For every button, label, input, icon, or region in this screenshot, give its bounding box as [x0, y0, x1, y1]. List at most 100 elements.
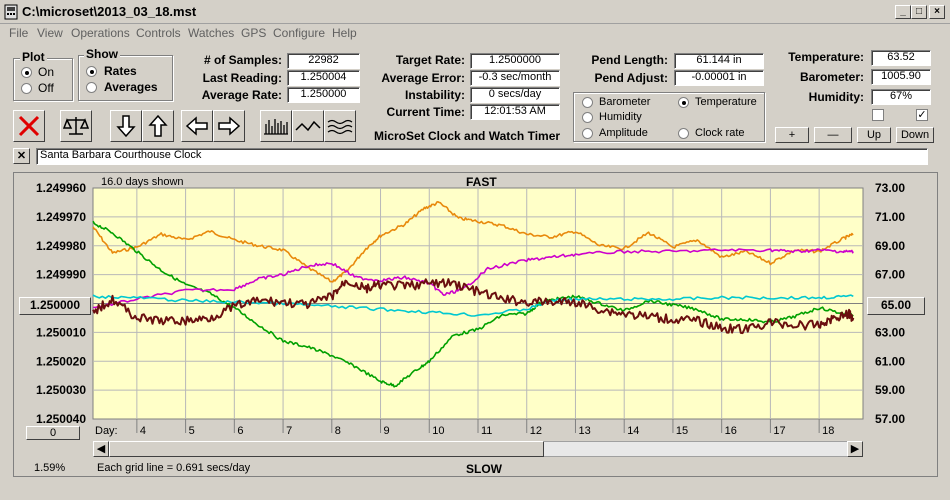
x-tick-label: 12	[530, 425, 542, 437]
humidity-radio[interactable]	[582, 112, 593, 123]
show-rates-radio[interactable]	[86, 66, 97, 77]
pend-length-field: 61.144 in	[674, 53, 764, 69]
app-icon	[4, 4, 18, 20]
option-checkbox-2[interactable]: ✓	[916, 109, 928, 121]
humidity-option: Humidity	[599, 111, 642, 123]
window-title: C:\microset\2013_03_18.mst	[22, 4, 197, 19]
pend-adjust-field: -0.00001 in	[674, 70, 764, 86]
temperature-radio[interactable]	[678, 97, 689, 108]
amplitude-radio[interactable]	[582, 128, 593, 139]
line-view-button[interactable]	[292, 110, 324, 142]
app-caption: MicroSet Clock and Watch Timer	[374, 129, 561, 143]
move-up-button[interactable]	[142, 110, 174, 142]
scroll-right-button[interactable]: ▶	[847, 441, 863, 457]
up-button[interactable]: Up	[857, 127, 891, 143]
option-checkbox-1[interactable]	[872, 109, 884, 121]
x-tick-label: 9	[384, 425, 390, 437]
minimize-button[interactable]: _	[895, 5, 911, 19]
show-group-title: Show	[84, 47, 120, 61]
barometer-series-line	[92, 201, 854, 283]
arrow-left-icon	[185, 116, 208, 136]
x-tick-label: 5	[189, 425, 195, 437]
move-down-button[interactable]	[110, 110, 142, 142]
fast-label: FAST	[466, 175, 497, 189]
line-graph-icon	[295, 120, 321, 132]
grid-note: Each grid line = 0.691 secs/day	[97, 462, 251, 474]
right-tick-label: 61.00	[875, 354, 905, 368]
plot-off-label: Off	[38, 81, 54, 95]
close-button[interactable]: ×	[929, 5, 945, 19]
x-tick-label: 10	[432, 425, 444, 437]
current-time-label: Current Time:	[386, 105, 465, 119]
clockrate-option: Clock rate	[695, 127, 745, 139]
menu-operations[interactable]: Operations	[71, 26, 130, 40]
offset-button[interactable]: 0	[26, 426, 80, 440]
show-group	[78, 55, 173, 101]
plot-on-label: On	[38, 65, 55, 79]
menu-help[interactable]: Help	[332, 26, 357, 40]
menu-file[interactable]: File	[9, 26, 29, 40]
barometer-field: 1005.90	[871, 69, 931, 85]
show-averages-label: Averages	[104, 80, 158, 94]
left-tick-label: 1.249960	[36, 181, 86, 195]
wave-view-button[interactable]	[324, 110, 356, 142]
balance-scale-icon	[63, 117, 89, 135]
plot-group-title: Plot	[20, 50, 47, 64]
scroll-thumb[interactable]	[109, 441, 544, 457]
temperature-series-line	[92, 220, 854, 388]
red-x-icon	[18, 115, 40, 137]
x-tick-label: 14	[627, 425, 639, 437]
x-tick-label: 13	[578, 425, 590, 437]
current-time-field: 12:01:53 AM	[470, 104, 560, 120]
menu-view[interactable]: View	[37, 26, 63, 40]
x-tick-label: 6	[237, 425, 243, 437]
menu-configure[interactable]: Configure	[273, 26, 326, 40]
right-tick-label: 73.00	[875, 181, 905, 195]
x-tick-label: 4	[140, 425, 146, 437]
move-right-button[interactable]	[213, 110, 245, 142]
right-tick-label: 67.00	[875, 268, 905, 282]
arrow-down-icon	[116, 115, 136, 138]
left-tick-label: 1.250020	[36, 354, 86, 368]
menu-gps[interactable]: GPS	[241, 26, 267, 40]
balance-button[interactable]	[60, 110, 92, 142]
clock-name-field[interactable]: Santa Barbara Courthouse Clock	[36, 148, 928, 165]
pend-adjust-label: Pend Adjust:	[594, 71, 668, 85]
histogram-view-button[interactable]	[260, 110, 292, 142]
minus-button[interactable]: —	[814, 127, 852, 143]
title-bar: C:\microset\2013_03_18.mst _ □ ×	[0, 0, 950, 24]
barometer-option: Barometer	[599, 96, 651, 108]
x-tick-label: 16	[725, 425, 737, 437]
clear-button[interactable]	[13, 110, 45, 142]
show-averages-radio[interactable]	[86, 82, 97, 93]
show-rates-label: Rates	[104, 64, 137, 78]
scroll-left-button[interactable]: ◀	[93, 441, 109, 457]
move-left-button[interactable]	[181, 110, 213, 142]
plot-on-radio[interactable]	[21, 67, 32, 78]
center-temp-button[interactable]: 65.00	[867, 297, 925, 315]
barometer-radio[interactable]	[582, 97, 593, 108]
clockrate-radio[interactable]	[678, 128, 689, 139]
x-tick-label: 17	[773, 425, 785, 437]
x-tick-label: 8	[335, 425, 341, 437]
plot-off-radio[interactable]	[21, 83, 32, 94]
instability-label: Instability:	[404, 88, 465, 102]
x-axis-label: Day:	[95, 425, 118, 437]
left-tick-label: 1.250010	[36, 325, 86, 339]
maximize-button[interactable]: □	[911, 5, 927, 19]
amplitude-series-line	[92, 294, 854, 317]
clockrate-series-line	[92, 278, 855, 335]
right-tick-label: 63.00	[875, 325, 905, 339]
center-rate-button[interactable]: 1.250000	[19, 297, 91, 315]
arrow-right-icon	[218, 116, 241, 136]
clear-name-button[interactable]: ✕	[13, 148, 30, 164]
down-button[interactable]: Down	[896, 127, 934, 143]
last-reading-label: Last Reading:	[202, 71, 282, 85]
barometer-label: Barometer:	[799, 70, 864, 84]
samples-field: 22982	[287, 53, 360, 69]
menu-controls[interactable]: Controls	[136, 26, 181, 40]
plus-button[interactable]: +	[775, 127, 809, 143]
menu-watches[interactable]: Watches	[188, 26, 235, 40]
days-shown-label: 16.0 days shown	[101, 176, 184, 188]
